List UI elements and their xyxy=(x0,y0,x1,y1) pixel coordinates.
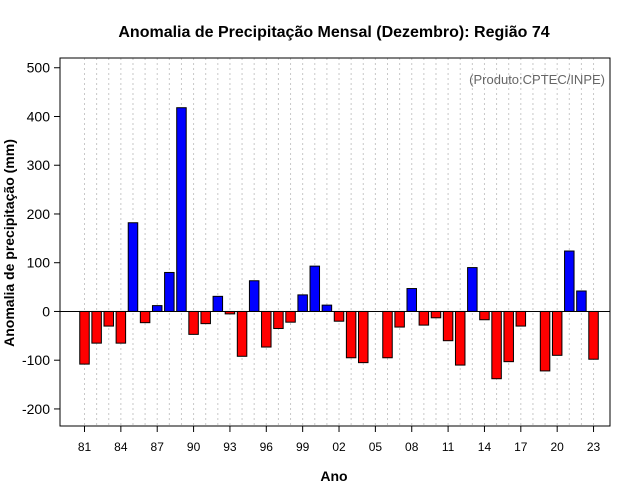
bar-1989 xyxy=(176,107,187,312)
bar-2014 xyxy=(479,310,490,321)
x-axis: 81 84 87 90 93 96 99 02 05 08 11 14 17 20 23 xyxy=(78,426,601,454)
x-axis-title: Ano xyxy=(320,468,347,484)
x-tick-label: 11 xyxy=(442,440,455,454)
y-tick-label: -100 xyxy=(22,352,50,368)
product-credit: (Produto:CPTEC/INPE) xyxy=(469,72,605,87)
y-tick-label: 200 xyxy=(27,206,51,222)
bar-1990 xyxy=(188,310,199,335)
bar-2017 xyxy=(515,310,527,327)
bar-2021 xyxy=(564,250,575,312)
bar-2002 xyxy=(333,310,345,322)
bar-1997 xyxy=(273,310,284,330)
bar-2022 xyxy=(576,290,587,312)
x-tick-label: 93 xyxy=(223,440,237,454)
x-tick-label: 96 xyxy=(260,440,274,454)
bar-1991 xyxy=(200,310,211,325)
x-tick-label: 23 xyxy=(587,440,601,454)
bar-1996 xyxy=(261,310,272,348)
y-axis-title: Anomalia de precipitação (mm) xyxy=(1,139,17,347)
bar-2008 xyxy=(406,288,417,312)
y-tick-label: 300 xyxy=(27,157,51,173)
bar-2019 xyxy=(539,310,551,372)
bar-1992 xyxy=(212,295,224,312)
bar-1983 xyxy=(103,310,114,327)
y-tick-label: 400 xyxy=(27,108,51,124)
bar-1981 xyxy=(79,310,90,365)
bar-1982 xyxy=(91,310,102,344)
bar-1995 xyxy=(248,280,260,312)
bar-1998 xyxy=(285,310,296,323)
y-tick-label: -200 xyxy=(22,401,50,417)
bar-2009 xyxy=(418,310,430,326)
bar-2016 xyxy=(503,310,514,363)
bar-1999 xyxy=(297,294,308,312)
bar-2010 xyxy=(430,310,442,319)
bar-2013 xyxy=(467,267,478,312)
bar-2003 xyxy=(345,310,357,359)
bar-2004 xyxy=(358,310,369,364)
x-tick-label: 90 xyxy=(187,440,201,454)
x-tick-label: 05 xyxy=(369,440,383,454)
y-tick-label: 0 xyxy=(42,303,50,319)
y-tick-label: 100 xyxy=(27,255,51,271)
bar-2012 xyxy=(454,310,466,366)
x-tick-label: 84 xyxy=(114,440,128,454)
x-tick-label: 08 xyxy=(405,440,419,454)
bar-2020 xyxy=(551,310,563,356)
bar-series xyxy=(79,107,599,380)
x-tick-label: 02 xyxy=(332,440,346,454)
bar-1986 xyxy=(139,310,151,324)
x-tick-label: 81 xyxy=(78,440,92,454)
bar-1994 xyxy=(236,310,248,357)
bar-1984 xyxy=(115,310,127,344)
bar-2011 xyxy=(442,310,454,342)
y-axis: -200 -100 0 100 200 300 400 500 xyxy=(22,60,60,417)
x-tick-label: 14 xyxy=(478,440,492,454)
x-tick-label: 17 xyxy=(514,440,528,454)
x-tick-label: 20 xyxy=(551,440,565,454)
bar-2007 xyxy=(394,310,405,328)
vertical-gridlines xyxy=(84,58,595,426)
y-tick-label: 500 xyxy=(27,60,51,76)
chart-title: Anomalia de Precipitação Mensal (Dezembr… xyxy=(118,24,549,41)
bar-2000 xyxy=(309,265,321,312)
x-tick-label: 87 xyxy=(151,440,165,454)
bar-2001 xyxy=(321,304,333,312)
plot-frame xyxy=(59,57,611,427)
x-tick-label: 99 xyxy=(296,440,310,454)
bar-1985 xyxy=(127,222,139,312)
bar-1987 xyxy=(151,305,163,312)
bar-1988 xyxy=(164,271,175,312)
bar-2015 xyxy=(491,310,502,380)
bar-2023 xyxy=(588,310,599,360)
bar-2006 xyxy=(382,310,393,359)
